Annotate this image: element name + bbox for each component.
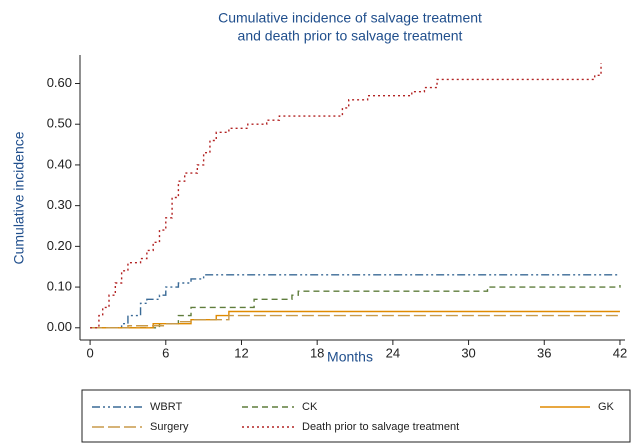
legend-label: Death prior to salvage treatment (302, 421, 459, 433)
chart-title: Cumulative incidence of salvage treatmen… (218, 10, 482, 26)
y-axis-title: Cumulative incidence (11, 131, 27, 264)
y-tick-label: 0.30 (47, 197, 72, 212)
y-tick-label: 0.40 (47, 156, 72, 171)
chart-title: and death prior to salvage treatment (238, 28, 463, 44)
step-line (90, 63, 602, 329)
x-tick-label: 0 (86, 345, 93, 360)
x-tick-label: 42 (613, 345, 627, 360)
legend-label: GK (598, 401, 615, 413)
y-tick-label: 0.20 (47, 238, 72, 253)
y-tick-label: 0.00 (47, 319, 72, 334)
step-line (90, 310, 620, 329)
y-tick-label: 0.10 (47, 279, 72, 294)
x-tick-label: 24 (386, 345, 400, 360)
x-tick-label: 6 (162, 345, 169, 360)
legend-label: Surgery (150, 421, 189, 433)
y-tick-label: 0.60 (47, 75, 72, 90)
x-tick-label: 18 (310, 345, 324, 360)
legend-label: CK (302, 401, 318, 413)
x-axis-title: Months (327, 349, 373, 365)
legend-box (81, 389, 631, 443)
x-tick-label: 36 (537, 345, 551, 360)
x-tick-label: 30 (461, 345, 475, 360)
step-line (90, 285, 621, 329)
step-line (90, 314, 620, 329)
y-tick-label: 0.50 (47, 116, 72, 131)
step-line (90, 274, 620, 329)
x-tick-label: 12 (234, 345, 248, 360)
legend-label: WBRT (150, 401, 182, 413)
